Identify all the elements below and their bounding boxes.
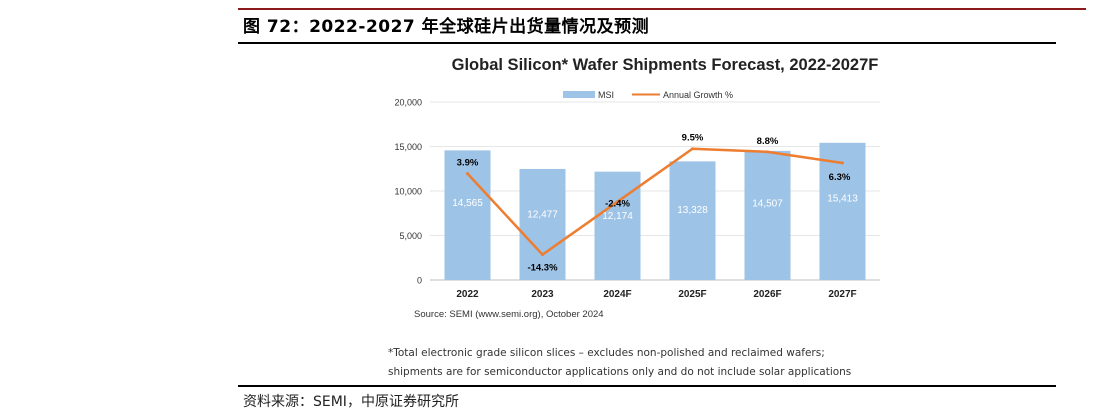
growth-point: [841, 161, 844, 165]
bar-value-label: 13,328: [677, 205, 708, 216]
growth-point: [616, 200, 619, 204]
x-tick-label: 2026F: [753, 289, 781, 300]
bar-value-label: 14,507: [752, 199, 783, 210]
footnote-line-2: shipments are for semiconductor applicat…: [388, 366, 852, 378]
bar-value-label: 14,565: [452, 198, 483, 209]
growth-line: [466, 147, 843, 256]
growth-value-label: 9.5%: [682, 133, 704, 144]
bar-msi: [594, 171, 641, 280]
figure-title: 图 72：2022-2027 年全球硅片出货量情况及预测: [243, 17, 650, 37]
legend-label-msi: MSI: [598, 90, 614, 100]
source-text: 资料来源：SEMI，中原证券研究所: [243, 394, 459, 410]
bar-msi: [519, 168, 566, 280]
y-tick-label: 10,000: [394, 187, 422, 197]
growth-value-label: 6.3%: [829, 172, 851, 183]
bar-value-label: 12,477: [527, 209, 558, 220]
x-tick-label: 2024F: [603, 289, 631, 300]
y-tick-label: 0: [417, 276, 422, 286]
chart-title: Global Silicon* Wafer Shipments Forecast…: [451, 56, 879, 74]
growth-value-label: 8.8%: [757, 136, 779, 147]
y-tick-label: 15,000: [394, 142, 422, 152]
bottom-rule: [238, 385, 1056, 387]
growth-point: [691, 147, 694, 151]
x-tick-label: 2023: [531, 289, 554, 300]
top-rule: [238, 8, 1086, 10]
y-tick-label: 5,000: [399, 231, 422, 241]
growth-point: [466, 172, 469, 176]
legend-swatch-msi: [563, 91, 595, 98]
x-tick-label: 2027F: [828, 289, 856, 300]
bar-msi: [669, 161, 716, 280]
title-rule: [238, 42, 1056, 44]
legend-label-growth: Annual Growth %: [663, 90, 733, 100]
growth-point: [541, 253, 544, 257]
bar-msi: [744, 150, 791, 280]
chart-source-note: Source: SEMI (www.semi.org), October 202…: [414, 309, 604, 320]
bar-msi: [819, 142, 866, 280]
growth-point: [766, 150, 769, 154]
bar-msi: [444, 150, 491, 280]
footnote-line-1: *Total electronic grade silicon slices –…: [388, 347, 825, 359]
x-tick-label: 2022: [456, 289, 479, 300]
growth-value-label: -2.4%: [605, 199, 630, 210]
growth-value-label: 3.9%: [457, 158, 479, 169]
x-tick-label: 2025F: [678, 289, 706, 300]
bar-value-label: 12,174: [602, 211, 633, 222]
growth-value-label: -14.3%: [527, 263, 558, 274]
y-tick-label: 20,000: [394, 98, 422, 108]
bar-value-label: 15,413: [827, 194, 858, 205]
